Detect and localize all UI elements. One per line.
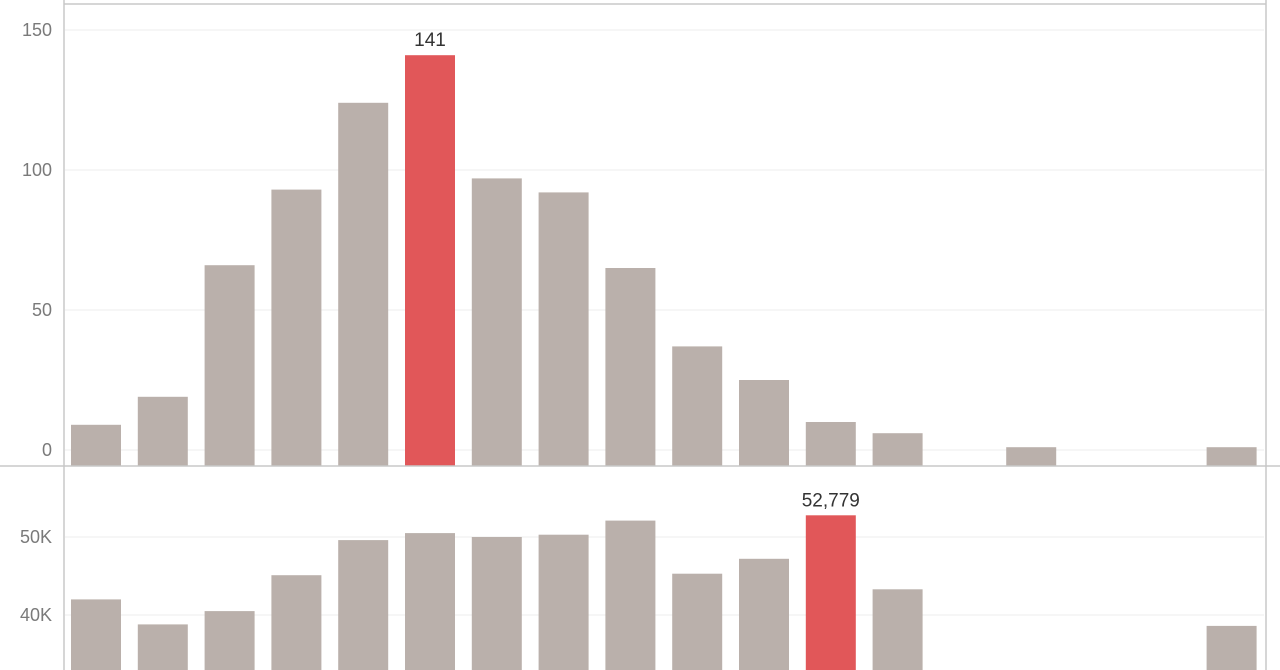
bar[interactable] [471, 178, 522, 466]
bar[interactable] [1206, 447, 1257, 466]
y-tick-label: 50K [20, 527, 52, 547]
gridlines [65, 536, 1264, 616]
bar[interactable] [805, 422, 856, 466]
bar[interactable] [71, 599, 121, 670]
bar[interactable] [872, 589, 923, 670]
bar-highlight[interactable] [405, 55, 455, 466]
bar[interactable] [71, 424, 121, 466]
y-tick-label: 40K [20, 605, 52, 625]
bar[interactable] [405, 533, 455, 670]
gridlines [65, 29, 1264, 451]
bars [71, 515, 1257, 670]
bar[interactable] [605, 268, 656, 466]
bar[interactable] [1206, 625, 1257, 670]
bar[interactable] [271, 189, 322, 466]
bars [71, 55, 1257, 466]
data-label: 141 [414, 30, 446, 51]
bar[interactable] [137, 396, 188, 466]
bar-highlight[interactable] [805, 515, 856, 670]
value-panel: 40K 50K 52,779 [20, 490, 1264, 670]
bar[interactable] [672, 346, 723, 466]
y-tick-label: 50 [32, 300, 52, 320]
bar[interactable] [338, 540, 389, 670]
bar[interactable] [204, 265, 255, 466]
bar[interactable] [338, 102, 389, 466]
y-tick-labels: 40K 50K [20, 527, 52, 625]
bar[interactable] [137, 624, 188, 670]
data-labels: 141 [414, 30, 446, 51]
bar[interactable] [1006, 447, 1057, 466]
y-tick-labels: 0 50 100 150 [22, 20, 52, 460]
count-panel: 0 50 100 150 141 [22, 20, 1264, 466]
bar[interactable] [271, 575, 322, 670]
bar[interactable] [471, 537, 522, 670]
bar[interactable] [739, 558, 789, 670]
bar[interactable] [672, 573, 723, 670]
bar[interactable] [538, 192, 589, 466]
y-tick-label: 100 [22, 160, 52, 180]
y-tick-label: 150 [22, 20, 52, 40]
data-labels: 52,779 [802, 490, 860, 511]
bar[interactable] [739, 380, 789, 466]
bar[interactable] [204, 611, 255, 670]
bar[interactable] [872, 433, 923, 466]
bar[interactable] [538, 534, 589, 670]
bar[interactable] [605, 520, 656, 670]
data-label: 52,779 [802, 490, 860, 511]
y-tick-label: 0 [42, 440, 52, 460]
